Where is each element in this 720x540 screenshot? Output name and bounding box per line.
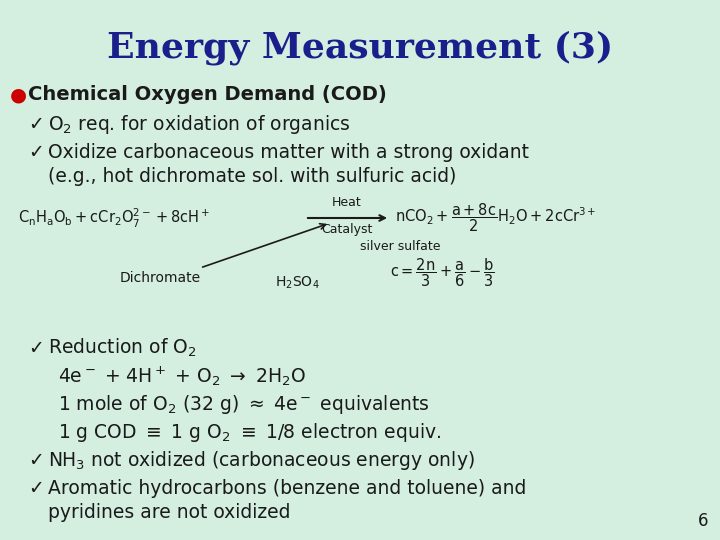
- Text: silver sulfate: silver sulfate: [360, 240, 441, 253]
- Text: ✓: ✓: [28, 116, 44, 134]
- Text: $\mathrm{H_2SO_4}$: $\mathrm{H_2SO_4}$: [275, 275, 320, 291]
- Text: (e.g., hot dichromate sol. with sulfuric acid): (e.g., hot dichromate sol. with sulfuric…: [48, 166, 456, 186]
- Text: Reduction of O$_2$: Reduction of O$_2$: [48, 337, 197, 359]
- Text: ✓: ✓: [28, 144, 44, 163]
- Text: 6: 6: [698, 512, 708, 530]
- Text: ✓: ✓: [28, 450, 44, 469]
- Text: 1 g COD $\equiv$ 1 g O$_2$ $\equiv$ 1/8 electron equiv.: 1 g COD $\equiv$ 1 g O$_2$ $\equiv$ 1/8 …: [58, 421, 441, 443]
- Text: $\mathrm{c = \dfrac{2n}{3} + \dfrac{a}{6} - \dfrac{b}{3}}$: $\mathrm{c = \dfrac{2n}{3} + \dfrac{a}{6…: [390, 256, 495, 289]
- Text: $\mathrm{C_nH_aO_b + cCr_2O_7^{2-} + 8cH^+}$: $\mathrm{C_nH_aO_b + cCr_2O_7^{2-} + 8cH…: [18, 206, 210, 230]
- Text: ●: ●: [10, 85, 27, 105]
- Text: pyridines are not oxidized: pyridines are not oxidized: [48, 503, 290, 523]
- Text: $\mathrm{nCO_2 + \dfrac{a+8c}{2}H_2O + 2cCr^{3+}}$: $\mathrm{nCO_2 + \dfrac{a+8c}{2}H_2O + 2…: [395, 202, 596, 234]
- Text: Oxidize carbonaceous matter with a strong oxidant: Oxidize carbonaceous matter with a stron…: [48, 144, 529, 163]
- Text: 1 mole of O$_2$ (32 g) $\approx$ 4e$^-$ equivalents: 1 mole of O$_2$ (32 g) $\approx$ 4e$^-$ …: [58, 393, 430, 415]
- Text: Aromatic hydrocarbons (benzene and toluene) and: Aromatic hydrocarbons (benzene and tolue…: [48, 478, 526, 497]
- Text: NH$_3$ not oxidized (carbonaceous energy only): NH$_3$ not oxidized (carbonaceous energy…: [48, 449, 474, 471]
- Text: ✓: ✓: [28, 478, 44, 497]
- Text: O$_2$ req. for oxidation of organics: O$_2$ req. for oxidation of organics: [48, 113, 351, 137]
- Text: Heat: Heat: [332, 195, 362, 208]
- Text: Chemical Oxygen Demand (COD): Chemical Oxygen Demand (COD): [28, 85, 387, 105]
- Text: Energy Measurement (3): Energy Measurement (3): [107, 31, 613, 65]
- Text: Dichromate: Dichromate: [120, 271, 201, 285]
- Text: 4e$^-$ + 4H$^+$ + O$_2$ $\rightarrow$ 2H$_2$O: 4e$^-$ + 4H$^+$ + O$_2$ $\rightarrow$ 2H…: [58, 364, 306, 388]
- Text: Catalyst: Catalyst: [321, 224, 373, 237]
- Text: ✓: ✓: [28, 339, 44, 357]
